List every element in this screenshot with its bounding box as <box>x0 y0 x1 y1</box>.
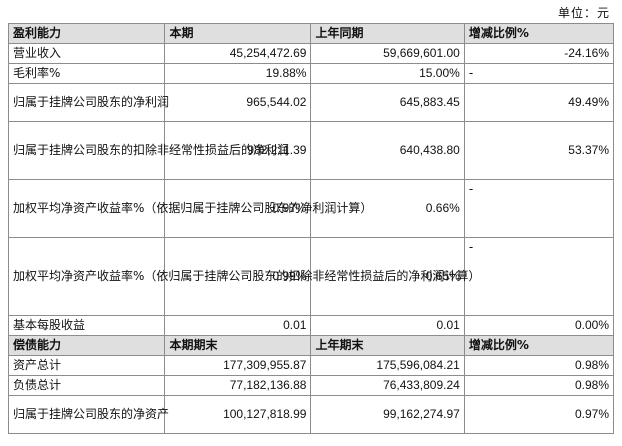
previous-value: 645,883.45 <box>310 83 465 122</box>
row-label: 营业收入 <box>7 43 166 64</box>
table-row: 基本每股收益 0.01 0.01 0.00% <box>7 315 615 336</box>
unit-label: 单位：元 <box>557 6 610 20</box>
change-value: 0.00% <box>463 315 615 336</box>
current-value: 982,211.39 <box>164 121 312 180</box>
header-category: 偿债能力 <box>7 335 166 356</box>
current-value: 965,544.02 <box>164 83 312 122</box>
current-value: 0.97% <box>164 179 312 238</box>
current-value: 100,127,818.99 <box>164 395 312 434</box>
table-row: 归属于挂牌公司股东的扣除非经常性损益后的净利润 982,211.39 640,4… <box>7 121 615 180</box>
table-row: 归属于挂牌公司股东的净资产 100,127,818.99 99,162,274.… <box>7 395 615 434</box>
table-row: 加权平均净资产收益率%（依据归属于挂牌公司股东的净利润计算） 0.97% 0.6… <box>7 179 615 238</box>
change-value: - <box>463 179 615 238</box>
row-label: 加权平均净资产收益率%（依归属于挂牌公司股东的扣除非经常性损益后的净利润计算） <box>7 237 480 316</box>
header-current: 本期 <box>164 23 312 44</box>
header-previous: 上年期末 <box>310 335 465 356</box>
change-value: -24.16% <box>463 43 615 64</box>
change-value: 0.97% <box>463 395 615 434</box>
change-value: 53.37% <box>463 121 615 180</box>
current-value: 0.99% <box>164 237 312 316</box>
previous-value: 0.01 <box>310 315 465 336</box>
change-value: - <box>463 237 615 316</box>
row-label: 归属于挂牌公司股东的净资产 <box>7 395 169 434</box>
change-value: 49.49% <box>463 83 615 122</box>
current-value: 45,254,472.69 <box>164 43 312 64</box>
previous-value: 59,669,601.00 <box>310 43 465 64</box>
header-previous: 上年同期 <box>310 23 465 44</box>
table-row: 加权平均净资产收益率%（依归属于挂牌公司股东的扣除非经常性损益后的净利润计算） … <box>7 237 615 316</box>
change-value: - <box>463 63 615 84</box>
financial-table: 盈利能力 本期 上年同期 增减比例% 营业收入 45,254,472.69 59… <box>7 23 615 434</box>
current-value: 19.88% <box>164 63 312 84</box>
row-label: 归属于挂牌公司股东的净利润 <box>7 83 169 122</box>
table-row: 负债总计 77,182,136.88 76,433,809.24 0.98% <box>7 375 615 396</box>
previous-value: 0.65% <box>310 237 465 316</box>
current-value: 77,182,136.88 <box>164 375 312 396</box>
change-value: 0.98% <box>463 375 615 396</box>
debt-header-row: 偿债能力 本期期末 上年期末 增减比例% <box>7 335 615 356</box>
row-label: 归属于挂牌公司股东的扣除非经常性损益后的净利润 <box>7 121 289 180</box>
row-label: 加权平均净资产收益率%（依据归属于挂牌公司股东的净利润计算） <box>7 179 372 238</box>
previous-value: 175,596,084.21 <box>310 355 465 376</box>
row-label: 基本每股收益 <box>7 315 166 336</box>
profit-header-row: 盈利能力 本期 上年同期 增减比例% <box>7 23 615 44</box>
table-row: 营业收入 45,254,472.69 59,669,601.00 -24.16% <box>7 43 615 64</box>
previous-value: 15.00% <box>310 63 465 84</box>
current-value: 0.01 <box>164 315 312 336</box>
previous-value: 76,433,809.24 <box>310 375 465 396</box>
current-value: 177,309,955.87 <box>164 355 312 376</box>
row-label: 资产总计 <box>7 355 166 376</box>
row-label: 毛利率% <box>7 63 166 84</box>
change-value: 0.98% <box>463 355 615 376</box>
previous-value: 640,438.80 <box>310 121 465 180</box>
header-current: 本期期末 <box>164 335 312 356</box>
header-change: 增减比例% <box>463 23 615 44</box>
header-change: 增减比例% <box>463 335 615 356</box>
table-row: 资产总计 177,309,955.87 175,596,084.21 0.98% <box>7 355 615 376</box>
header-category: 盈利能力 <box>7 23 166 44</box>
table-row: 归属于挂牌公司股东的净利润 965,544.02 645,883.45 49.4… <box>7 83 615 122</box>
row-label: 负债总计 <box>7 375 166 396</box>
previous-value: 99,162,274.97 <box>310 395 465 434</box>
table-row: 毛利率% 19.88% 15.00% - <box>7 63 615 84</box>
